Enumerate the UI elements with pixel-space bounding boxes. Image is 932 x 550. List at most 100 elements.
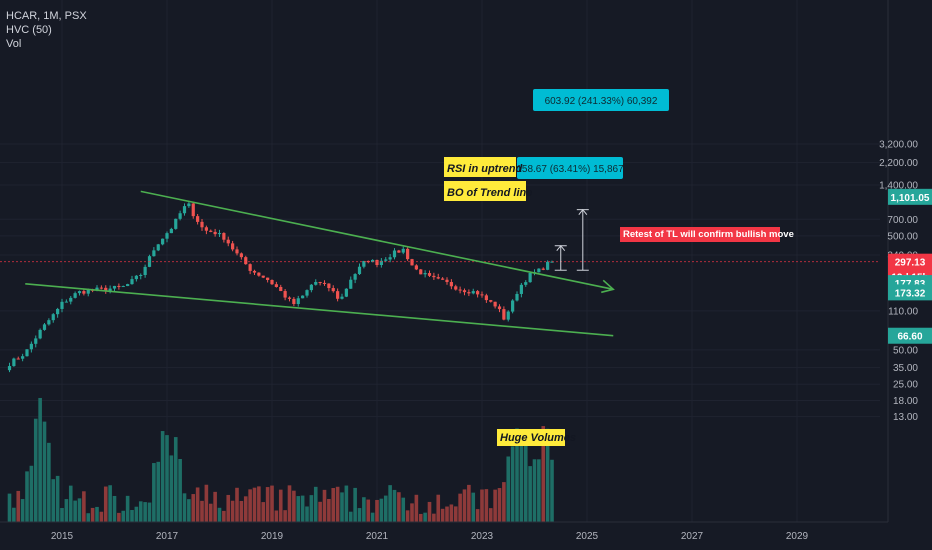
candle-body	[235, 249, 239, 254]
volume-bar	[130, 509, 134, 522]
volume-bar	[383, 495, 388, 522]
candle-body	[528, 273, 532, 283]
volume-bar	[230, 500, 235, 522]
volume-bar	[195, 487, 200, 522]
candle-body	[200, 221, 204, 228]
candle-body	[401, 248, 405, 253]
volume-bar	[318, 501, 322, 522]
volume-bar	[47, 442, 51, 522]
candle-body	[174, 218, 178, 229]
volume-bar	[239, 500, 244, 522]
volume-bar	[7, 493, 12, 522]
candle-body	[353, 274, 357, 280]
volume-bar	[506, 456, 511, 522]
price-badge: 66.60	[888, 327, 932, 344]
volume-bar	[322, 489, 327, 522]
candle-body	[349, 279, 353, 289]
trendline-upper	[140, 190, 614, 291]
price-tick-label: 700.00	[887, 215, 918, 226]
volume-bar	[532, 459, 537, 522]
candle-body	[209, 230, 213, 232]
candle-body	[318, 281, 322, 283]
candle-body	[156, 244, 160, 251]
indicator-label[interactable]: HVC (50)	[6, 24, 52, 36]
annotation-box	[620, 227, 780, 242]
candle-body	[261, 275, 265, 278]
volume-bar	[300, 495, 305, 522]
volume-bar	[213, 491, 217, 522]
volume-bar	[38, 397, 42, 522]
volume-bar	[178, 459, 182, 522]
volume-bar	[545, 428, 550, 522]
volume-bar	[82, 491, 86, 522]
volume-series	[7, 397, 554, 522]
volume-bar	[497, 488, 502, 522]
price-badge-text: 173.32	[895, 288, 926, 299]
candle-body	[371, 259, 375, 263]
candle-body	[38, 329, 42, 339]
volume-bar	[261, 502, 266, 522]
time-tick-label: 2025	[576, 531, 599, 542]
candle-body	[493, 301, 497, 307]
volume-bar	[117, 512, 121, 522]
candle-body	[34, 338, 38, 344]
candle-body	[47, 320, 51, 325]
volume-bar	[475, 509, 480, 522]
candle-body	[519, 284, 523, 294]
candle-body	[279, 286, 283, 292]
price-tick-label: 18.00	[893, 396, 918, 407]
volume-bar	[182, 493, 187, 522]
volume-bar	[515, 428, 519, 522]
candle-body	[274, 284, 278, 287]
price-badge: 297.13	[888, 253, 932, 270]
candle-body	[161, 238, 165, 245]
volume-bar	[453, 506, 458, 522]
volume-bar	[217, 507, 222, 522]
time-tick-label: 2015	[51, 531, 74, 542]
symbol-label[interactable]: HCAR, 1M, PSX	[6, 10, 87, 22]
candle-body	[546, 261, 550, 270]
volume-bar	[165, 435, 169, 522]
candle-body	[139, 274, 143, 276]
candle-body	[484, 295, 488, 301]
volume-bar	[366, 499, 371, 522]
candle-body	[108, 288, 112, 291]
volume-bar	[42, 421, 47, 522]
volume-bar	[103, 486, 108, 522]
volume-bar	[440, 508, 445, 522]
volume-bar	[265, 487, 270, 522]
price-tick-label: 50.00	[893, 345, 918, 356]
measure-label-text: 603.92 (241.33%) 60,392	[545, 96, 658, 107]
trendline-lower	[25, 283, 614, 337]
candle-body	[69, 297, 73, 302]
candle-body	[117, 285, 121, 287]
volume-bar	[537, 459, 541, 522]
volume-bar	[121, 510, 126, 522]
volume-bar	[235, 487, 239, 522]
time-tick-label: 2021	[366, 531, 389, 542]
candle-body	[384, 259, 388, 261]
candle-body	[301, 295, 305, 299]
candle-body	[414, 265, 418, 270]
candle-body	[51, 314, 55, 321]
candle-body	[327, 283, 331, 289]
volume-label[interactable]: Vol	[6, 38, 22, 50]
candle-body	[244, 257, 248, 265]
volume-bar	[401, 497, 406, 522]
volume-bar	[462, 489, 467, 522]
volume-bar	[86, 513, 91, 522]
candle-body	[480, 294, 484, 296]
price-badge-text: 1,101.05	[891, 193, 930, 204]
volume-bar	[449, 504, 454, 522]
candle-body	[476, 291, 480, 295]
candle-body	[410, 259, 414, 266]
volume-bar	[12, 507, 16, 522]
measure-tool	[576, 208, 589, 271]
candle-body	[362, 260, 366, 267]
candle-body	[99, 287, 103, 289]
volume-bar	[528, 466, 532, 522]
measure-arrowhead	[556, 244, 566, 252]
volume-bar	[187, 499, 191, 522]
candle-body	[489, 300, 493, 302]
